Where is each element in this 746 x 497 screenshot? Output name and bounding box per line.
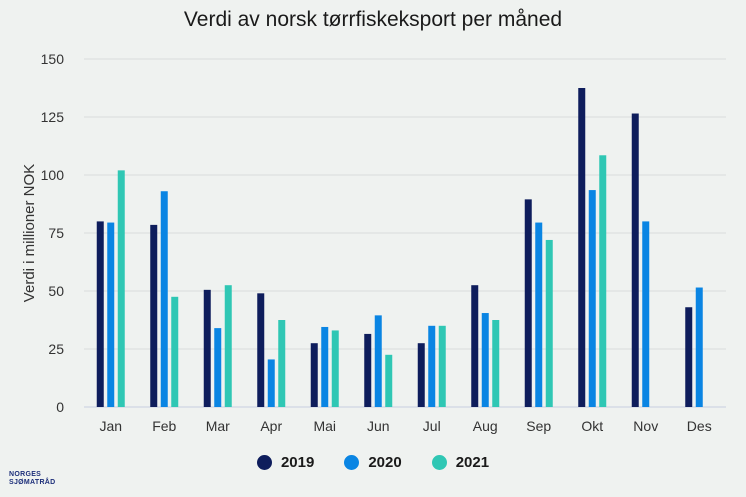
y-tick-label: 100: [41, 167, 65, 183]
chart-title: Verdi av norsk tørrfiskeksport per måned: [183, 8, 563, 31]
bar-2019-nov: [631, 113, 639, 408]
bar-2020-jul: [428, 325, 436, 407]
legend-swatch: [344, 455, 360, 470]
bar-2021-sep: [545, 239, 553, 407]
bar-2021-aug: [492, 320, 500, 407]
legend-item-2021: 2021: [431, 454, 490, 471]
bar-2020-jun: [374, 315, 382, 407]
bar-2021-jan: [117, 170, 125, 407]
bar-2020-feb: [160, 191, 168, 407]
bar-2020-aug: [481, 313, 489, 407]
bar-2021-jul: [438, 325, 446, 407]
x-tick-label: Sep: [526, 418, 551, 434]
logo-line-1: NORGES: [9, 471, 42, 478]
x-tick-label: Feb: [152, 418, 176, 434]
y-tick-label: 150: [41, 51, 65, 67]
bar-2020-mar: [214, 328, 222, 407]
x-tick-label: Jun: [367, 418, 390, 434]
bar-2019-feb: [150, 224, 158, 407]
legend-label: 2021: [455, 454, 490, 471]
y-tick-label: 0: [56, 399, 64, 415]
x-tick-label: Jan: [99, 418, 122, 434]
bar-2021-feb: [171, 296, 179, 407]
bar-2019-des: [685, 307, 693, 407]
logo-line-2: SJØMATRÅD: [9, 479, 56, 486]
legend-swatch: [431, 455, 447, 470]
y-axis-label: Verdi i millioner NOK: [21, 164, 38, 302]
x-tick-label: Mai: [313, 418, 336, 434]
logo: NORGES SJØMATRÅD: [9, 471, 56, 487]
x-tick-label: Apr: [260, 418, 282, 434]
x-tick-label: Nov: [633, 418, 658, 434]
x-tick-label: Mar: [206, 418, 230, 434]
bar-2021-okt: [599, 155, 607, 407]
x-tick-label: Aug: [473, 418, 498, 434]
bar-2020-okt: [588, 190, 596, 407]
bar-2021-mar: [224, 285, 232, 407]
bar-2020-sep: [535, 222, 543, 407]
legend-item-2020: 2020: [344, 454, 402, 471]
bar-2019-okt: [578, 88, 586, 407]
bar-2019-mai: [310, 343, 318, 407]
x-tick-label: Okt: [581, 418, 603, 434]
bar-2020-des: [695, 287, 703, 407]
bar-2020-mai: [321, 326, 329, 407]
y-tick-label: 125: [41, 109, 65, 125]
y-tick-label: 50: [48, 283, 64, 299]
legend-item-2019: 2019: [256, 454, 315, 471]
bar-2021-mai: [331, 330, 339, 407]
legend-label: 2020: [368, 454, 402, 471]
bar-2020-nov: [642, 221, 650, 407]
bar-2019-sep: [524, 199, 532, 407]
y-tick-label: 25: [48, 341, 64, 357]
legend-swatch: [256, 455, 272, 470]
bar-2020-jan: [107, 222, 115, 407]
bar-2021-apr: [278, 320, 286, 407]
bar-2020-apr: [267, 359, 275, 407]
bar-2019-aug: [471, 285, 479, 407]
legend-label: 2019: [280, 454, 315, 471]
bar-2019-apr: [257, 293, 265, 407]
y-tick-label: 75: [48, 225, 64, 241]
bar-2019-jan: [96, 221, 104, 407]
x-tick-label: Jul: [423, 418, 441, 434]
legend: 2019 2020 2021: [0, 454, 746, 471]
bar-2019-mar: [203, 289, 211, 407]
bar-2021-jun: [385, 354, 393, 407]
x-tick-label: Des: [687, 418, 712, 434]
bar-2019-jun: [364, 333, 372, 407]
bar-2019-jul: [417, 343, 425, 407]
